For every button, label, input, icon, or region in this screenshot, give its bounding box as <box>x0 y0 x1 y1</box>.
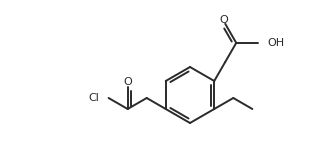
Text: O: O <box>123 77 132 87</box>
Text: O: O <box>220 15 228 25</box>
Text: Cl: Cl <box>89 93 100 103</box>
Text: OH: OH <box>267 38 284 48</box>
